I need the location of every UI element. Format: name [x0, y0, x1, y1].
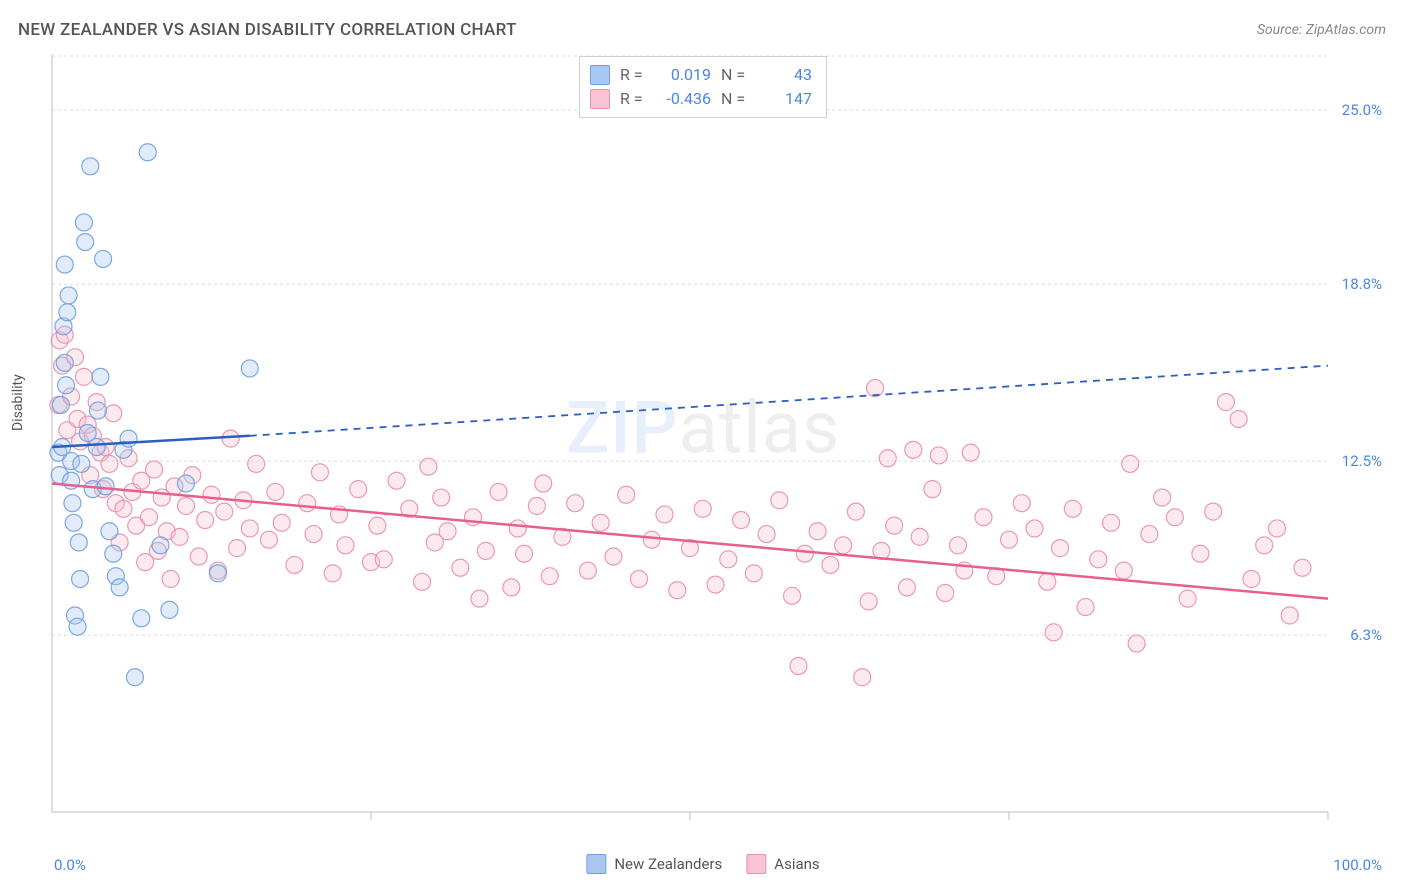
stat-r-label: R = [620, 63, 646, 87]
swatch-blue-icon [586, 854, 606, 874]
chart-title: NEW ZEALANDER VS ASIAN DISABILITY CORREL… [18, 20, 517, 40]
stats-legend-box: R = 0.019 N = 43 R = -0.436 N = 147 [579, 56, 827, 118]
y-tick-label: 25.0% [1342, 101, 1382, 119]
stats-row-pink: R = -0.436 N = 147 [590, 87, 812, 111]
stat-n-value: 147 [757, 87, 812, 111]
stat-r-value: -0.436 [656, 87, 711, 111]
swatch-blue-icon [590, 65, 610, 85]
chart-container: Disability ZIPatlas R = 0.019 N = 43 R =… [18, 50, 1388, 872]
stat-r-value: 0.019 [656, 63, 711, 87]
bottom-legend: New Zealanders Asians [586, 854, 819, 874]
swatch-pink-icon [746, 854, 766, 874]
stat-r-label: R = [620, 87, 646, 111]
y-tick-label: 12.5% [1342, 452, 1382, 470]
chart-svg [18, 50, 1388, 840]
source-attribution: Source: ZipAtlas.com [1257, 22, 1386, 38]
y-tick-label: 6.3% [1350, 626, 1382, 644]
stat-n-value: 43 [757, 63, 812, 87]
legend-item-pink: Asians [746, 854, 819, 874]
x-axis-max-label: 100.0% [1333, 856, 1382, 874]
y-tick-label: 18.8% [1342, 275, 1382, 293]
y-axis-label: Disability [10, 374, 26, 431]
legend-label: New Zealanders [614, 855, 722, 873]
legend-label: Asians [774, 855, 819, 873]
stat-n-label: N = [721, 63, 747, 87]
stat-n-label: N = [721, 87, 747, 111]
legend-item-blue: New Zealanders [586, 854, 722, 874]
stats-row-blue: R = 0.019 N = 43 [590, 63, 812, 87]
x-axis-min-label: 0.0% [54, 856, 86, 874]
swatch-pink-icon [590, 89, 610, 109]
